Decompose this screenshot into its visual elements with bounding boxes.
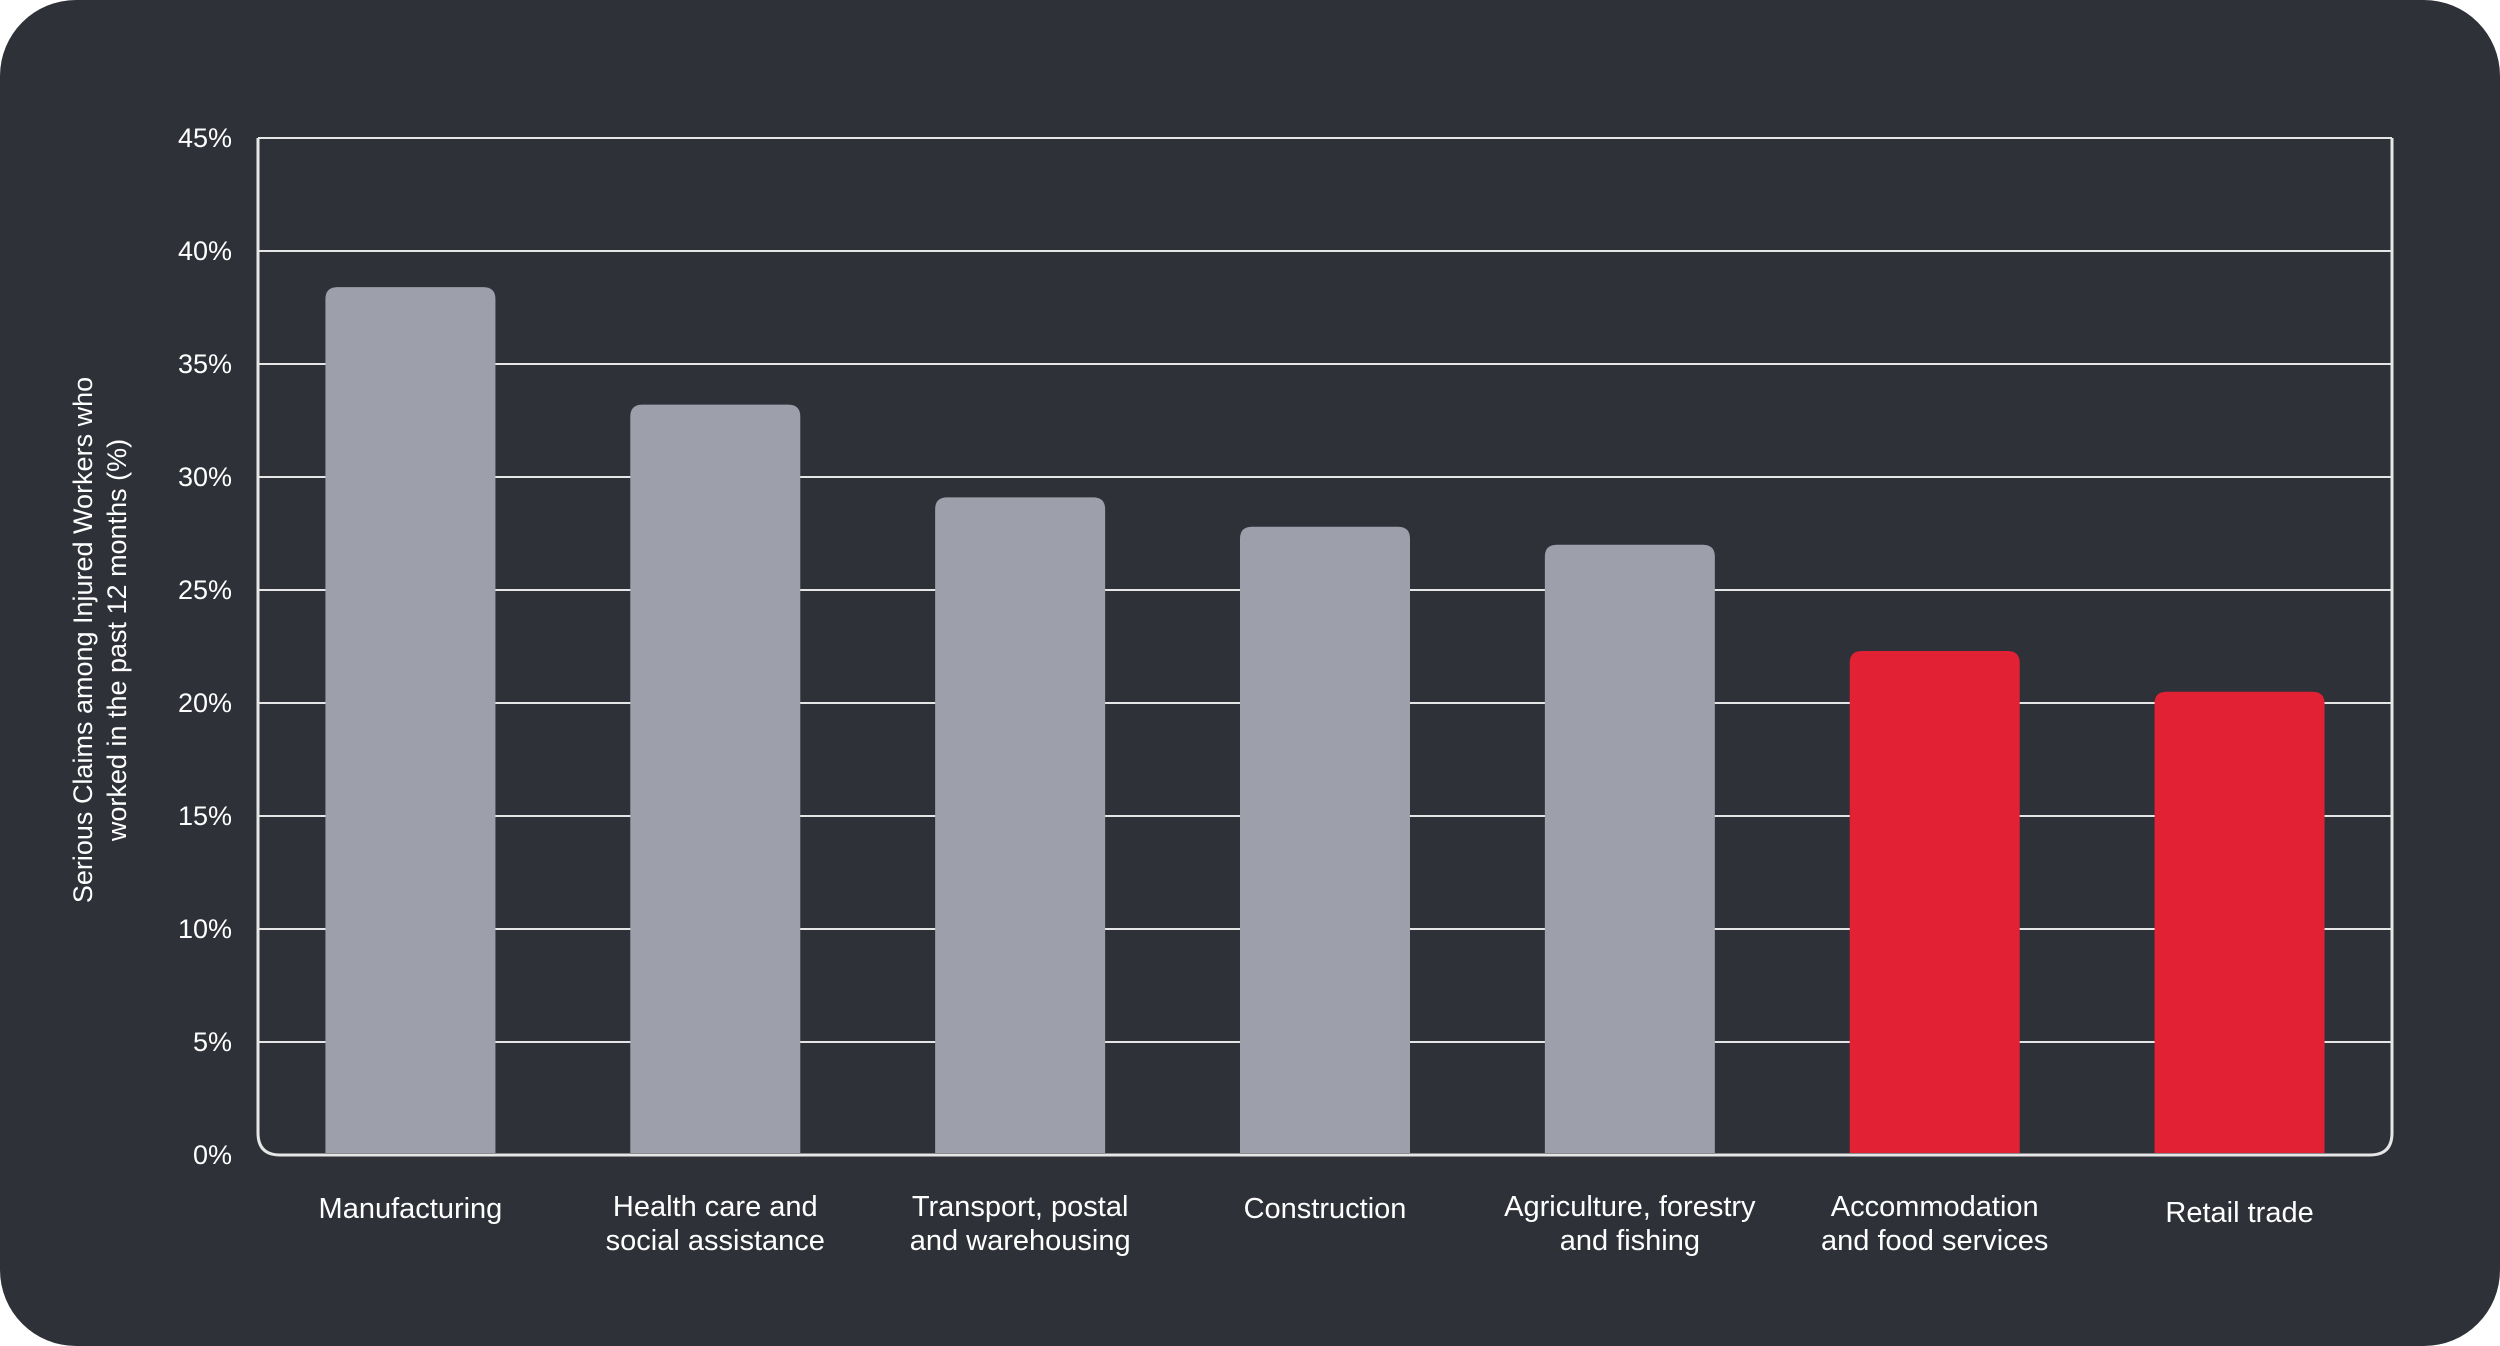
x-tick-label: Health care and social assistance (606, 1191, 825, 1257)
y-tick-label: 25% (178, 575, 232, 605)
y-tick-labels: 0% 5% 10% 15% 20% 25% 30% 35% 40% 45% (178, 123, 232, 1170)
y-axis-label: Serious Claims among Injured Workers who… (68, 377, 132, 903)
bars (325, 287, 2325, 1154)
x-tick-label: Accommodation and food services (1821, 1191, 2048, 1257)
y-tick-label: 0% (193, 1140, 232, 1170)
bar (2154, 691, 2325, 1153)
bar (630, 404, 801, 1153)
y-tick-label: 30% (178, 462, 232, 492)
bar (325, 287, 496, 1153)
x-tick-label: Transport, postal and warehousing (910, 1191, 1131, 1257)
x-tick-label: Retail trade (2165, 1197, 2313, 1229)
bar (1544, 544, 1715, 1153)
bar (1240, 526, 1410, 1153)
y-tick-label: 45% (178, 123, 232, 153)
y-tick-label: 40% (178, 236, 232, 266)
x-tick-label: Manufacturing (319, 1193, 503, 1225)
bar (1849, 651, 2020, 1153)
y-tick-label: 20% (178, 688, 232, 718)
bar (935, 497, 1106, 1154)
plot-frame (256, 138, 2394, 1157)
y-tick-label: 5% (193, 1027, 232, 1057)
y-tick-label: 15% (178, 801, 232, 831)
y-tick-label: 10% (178, 914, 232, 944)
y-tick-label: 35% (178, 349, 232, 379)
x-tick-label: Agriculture, forestry and fishing (1504, 1191, 1756, 1257)
x-tick-labels: Manufacturing Health care and social assis… (319, 1191, 2314, 1257)
x-tick-label: Construction (1244, 1193, 1407, 1225)
